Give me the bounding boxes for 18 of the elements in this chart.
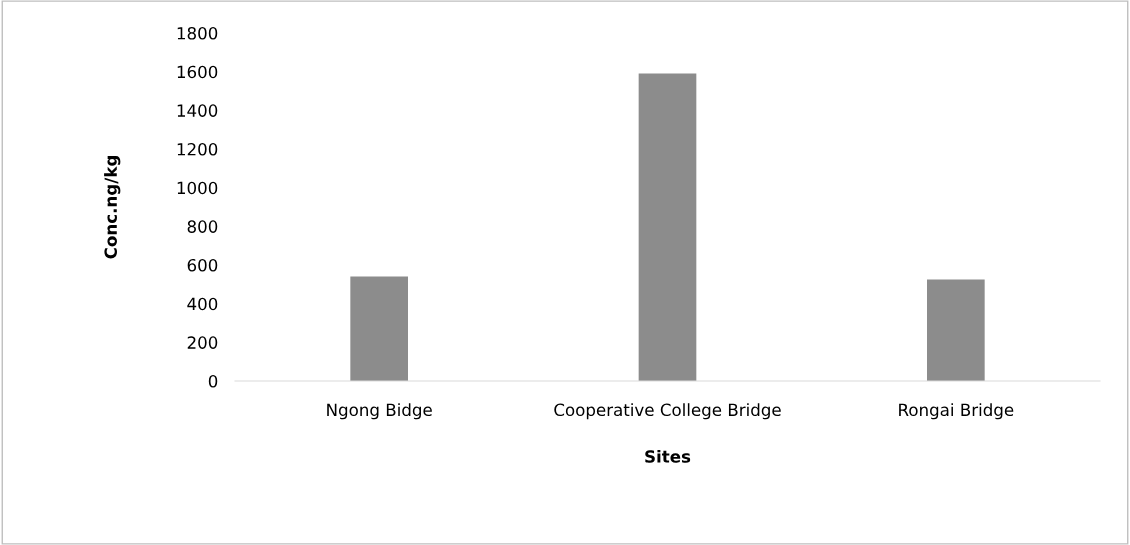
x-tick-label: Cooperative College Bridge <box>554 403 781 420</box>
y-tick-label: 1800 <box>177 26 218 40</box>
y-tick-label: 600 <box>187 258 218 272</box>
y-tick-label: 1400 <box>177 104 218 117</box>
x-tick-label: Ngong Bidge <box>327 403 432 420</box>
y-tick-label: 800 <box>187 220 218 233</box>
bar <box>927 279 985 381</box>
y-tick-label: 0 <box>208 374 218 388</box>
bar <box>350 276 408 381</box>
bar <box>638 73 697 381</box>
x-axis-title: Sites <box>645 449 691 463</box>
y-tick-label: 400 <box>187 297 218 311</box>
y-axis-title: Conc.ng/kg <box>104 156 121 259</box>
y-tick-label: 200 <box>187 336 218 349</box>
y-tick-label: 1600 <box>177 65 218 79</box>
x-tick-label: Rongai Bridge <box>899 403 1014 420</box>
y-tick-label: 1200 <box>177 142 218 156</box>
y-tick-label: 1000 <box>177 181 218 195</box>
